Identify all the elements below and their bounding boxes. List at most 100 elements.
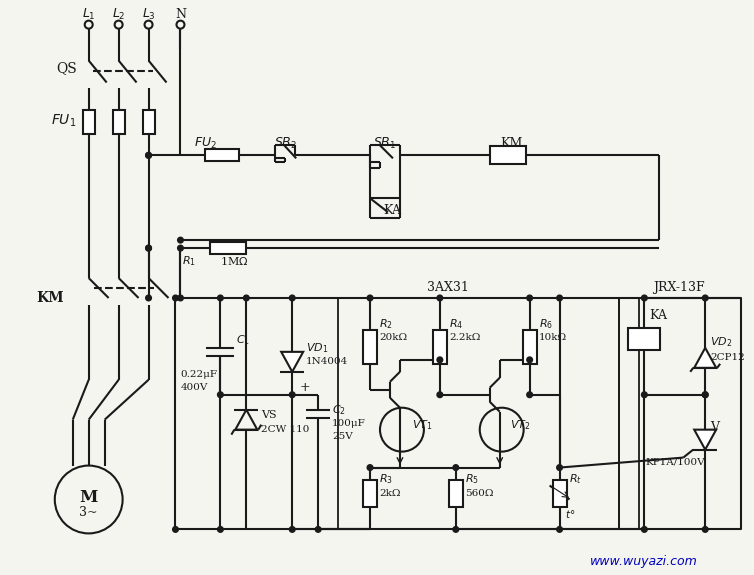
Text: JRX-13F: JRX-13F: [654, 281, 705, 293]
Bar: [143, 110, 155, 135]
Circle shape: [703, 392, 708, 397]
Text: $L_2$: $L_2$: [112, 7, 125, 22]
Text: $R_2$: $R_2$: [379, 317, 393, 331]
Text: 400V: 400V: [180, 384, 208, 392]
Circle shape: [703, 527, 708, 532]
Text: N: N: [175, 8, 186, 21]
Text: $FU_2$: $FU_2$: [195, 136, 217, 151]
Bar: [205, 150, 239, 162]
Text: $R_t$: $R_t$: [569, 473, 581, 486]
Circle shape: [244, 296, 249, 301]
Circle shape: [218, 392, 223, 397]
Bar: [363, 330, 377, 364]
Circle shape: [173, 296, 178, 301]
Circle shape: [527, 392, 532, 397]
Polygon shape: [694, 348, 716, 368]
Text: VS: VS: [262, 410, 277, 420]
Text: $C_1$: $C_1$: [236, 333, 250, 347]
Circle shape: [290, 392, 295, 397]
Circle shape: [557, 296, 562, 301]
Bar: [112, 110, 124, 135]
Circle shape: [146, 153, 151, 158]
Circle shape: [146, 296, 151, 301]
Bar: [523, 330, 537, 364]
Polygon shape: [694, 430, 716, 450]
Text: $C_2$: $C_2$: [332, 403, 346, 417]
Circle shape: [290, 296, 295, 301]
Text: 2kΩ: 2kΩ: [379, 489, 400, 498]
Text: $FU_1$: $FU_1$: [51, 112, 76, 129]
Bar: [490, 147, 526, 164]
Text: KM: KM: [501, 137, 523, 150]
Text: $t°$: $t°$: [565, 508, 575, 520]
Circle shape: [437, 296, 443, 301]
Text: 20kΩ: 20kΩ: [379, 334, 407, 342]
Text: $R_3$: $R_3$: [379, 473, 393, 486]
Bar: [338, 298, 620, 530]
Text: $SB_1$: $SB_1$: [373, 136, 397, 151]
Bar: [176, 298, 639, 530]
Text: $R_1$: $R_1$: [182, 254, 197, 268]
Text: $L_3$: $L_3$: [142, 7, 155, 22]
Circle shape: [316, 527, 320, 532]
Circle shape: [642, 296, 647, 301]
Circle shape: [290, 527, 295, 532]
Text: 100μF: 100μF: [332, 419, 366, 428]
Circle shape: [218, 527, 223, 532]
Text: $VT_2$: $VT_2$: [510, 418, 530, 432]
Text: V: V: [710, 421, 719, 434]
Text: 3~: 3~: [79, 506, 98, 519]
Bar: [83, 110, 95, 135]
Text: $L_1$: $L_1$: [82, 7, 96, 22]
Text: KA: KA: [649, 309, 667, 323]
Circle shape: [437, 392, 443, 397]
Text: $VD_1$: $VD_1$: [306, 341, 329, 355]
Text: M: M: [79, 489, 98, 506]
Text: 1M$\Omega$: 1M$\Omega$: [220, 255, 249, 267]
Text: www.wuyazi.com: www.wuyazi.com: [590, 555, 697, 568]
Text: 3AX31: 3AX31: [427, 281, 469, 293]
Circle shape: [437, 357, 443, 362]
Bar: [628, 328, 661, 350]
Text: 1N4004: 1N4004: [306, 357, 348, 366]
Circle shape: [703, 392, 708, 397]
Circle shape: [146, 246, 151, 251]
Text: $VD_2$: $VD_2$: [710, 335, 732, 349]
Text: 10kΩ: 10kΩ: [538, 334, 567, 342]
Circle shape: [178, 246, 183, 251]
Circle shape: [178, 237, 183, 243]
Circle shape: [453, 465, 458, 470]
Circle shape: [146, 246, 151, 251]
Text: QS: QS: [56, 62, 76, 75]
Text: $R_5$: $R_5$: [464, 473, 479, 486]
Text: KM: KM: [36, 291, 63, 305]
Text: $R_6$: $R_6$: [538, 317, 553, 331]
Bar: [363, 480, 377, 508]
Circle shape: [367, 465, 372, 470]
Circle shape: [557, 527, 562, 532]
Text: $SB_2$: $SB_2$: [274, 136, 297, 151]
Text: 2CP12: 2CP12: [710, 353, 745, 362]
Circle shape: [557, 465, 562, 470]
Text: KP1A/100V: KP1A/100V: [645, 457, 705, 466]
Text: 25V: 25V: [332, 432, 353, 441]
Bar: [210, 242, 247, 254]
Circle shape: [367, 296, 372, 301]
Bar: [553, 480, 566, 508]
Circle shape: [218, 296, 223, 301]
Circle shape: [178, 296, 183, 301]
Bar: [433, 330, 447, 364]
Circle shape: [453, 527, 458, 532]
Bar: [449, 480, 463, 508]
Circle shape: [527, 296, 532, 301]
Polygon shape: [281, 352, 303, 372]
Text: $R_4$: $R_4$: [449, 317, 463, 331]
Circle shape: [642, 392, 647, 397]
Circle shape: [173, 527, 178, 532]
Text: 2.2kΩ: 2.2kΩ: [449, 334, 480, 342]
Bar: [620, 298, 741, 530]
Circle shape: [146, 153, 151, 158]
Text: +: +: [299, 381, 310, 394]
Text: 2CW 110: 2CW 110: [262, 425, 310, 434]
Text: KA: KA: [383, 204, 401, 217]
